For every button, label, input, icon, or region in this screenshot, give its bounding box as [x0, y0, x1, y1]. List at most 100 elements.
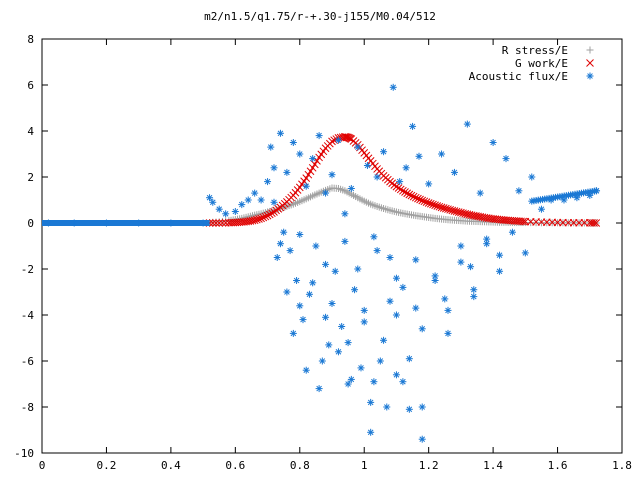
data-point: [360, 318, 368, 326]
y-tick-label: -2: [21, 263, 34, 276]
data-point: [318, 357, 326, 365]
data-point: [293, 277, 301, 284]
x-tick-label: 0.4: [161, 459, 181, 472]
data-point: [504, 216, 513, 225]
data-point: [409, 192, 418, 201]
data-point: [70, 219, 78, 227]
x-tick-label: 0: [39, 459, 46, 472]
data-point: [233, 218, 242, 227]
data-point: [246, 217, 255, 225]
x-tick-label: 0.2: [97, 459, 117, 472]
data-point: [309, 279, 317, 287]
data-point: [302, 366, 310, 374]
y-tick-label: -6: [21, 355, 34, 368]
data-point: [457, 242, 465, 250]
data-point: [376, 357, 384, 365]
data-point: [489, 139, 497, 146]
data-point: [296, 302, 304, 310]
data-point: [341, 210, 349, 218]
x-tick-label: 1.6: [548, 459, 568, 472]
data-point: [102, 219, 110, 227]
data-point: [418, 325, 426, 333]
data-point: [315, 132, 323, 140]
data-point: [313, 190, 321, 198]
data-point: [478, 213, 487, 222]
data-point: [483, 240, 491, 248]
data-point: [273, 254, 281, 261]
data-point: [319, 147, 328, 156]
y-tick-label: -8: [21, 401, 34, 414]
data-point: [325, 341, 333, 349]
data-point: [532, 219, 540, 227]
data-point: [515, 187, 523, 195]
data-point: [331, 267, 339, 275]
data-point: [452, 207, 461, 216]
x-tick-label: 1.4: [483, 459, 503, 472]
data-point: [332, 184, 340, 192]
data-point: [405, 190, 414, 199]
plot-frame: [41, 38, 623, 454]
data-point: [364, 154, 373, 163]
data-point: [401, 188, 409, 196]
data-point: [240, 217, 248, 226]
data-point: [431, 277, 439, 284]
data-point: [392, 311, 400, 319]
data-point: [315, 385, 323, 393]
data-point: [573, 194, 581, 202]
data-point: [265, 210, 274, 219]
data-point: [472, 212, 480, 220]
data-point: [392, 274, 400, 282]
data-point: [444, 306, 452, 314]
data-point: [296, 231, 304, 238]
data-point: [339, 186, 347, 194]
data-point: [325, 139, 334, 148]
data-point: [296, 150, 304, 158]
data-point: [457, 258, 465, 266]
data-point: [274, 205, 283, 213]
x-tick-label: 1.8: [612, 459, 632, 472]
data-point: [373, 173, 381, 181]
data-point: [293, 186, 302, 194]
data-point: [508, 228, 516, 236]
data-point: [409, 122, 417, 130]
data-point: [470, 293, 478, 301]
data-point: [444, 205, 452, 214]
data-point: [396, 185, 405, 194]
data-point: [328, 171, 336, 179]
data-point: [306, 167, 315, 176]
data-point: [167, 219, 175, 227]
data-point: [537, 205, 545, 213]
data-point: [267, 209, 276, 218]
data-point: [236, 215, 244, 223]
y-tick-label: 4: [27, 125, 34, 138]
data-point: [448, 206, 457, 215]
data-point: [399, 186, 407, 195]
data-point: [267, 143, 275, 151]
data-point: [414, 194, 422, 203]
data-point: [365, 199, 373, 207]
data-point: [264, 178, 272, 186]
data-point: [431, 272, 439, 280]
data-point: [135, 219, 143, 227]
data-point: [252, 215, 261, 224]
data-point: [476, 189, 484, 197]
data-point: [410, 211, 418, 219]
legend-label: Acoustic flux/E: [469, 70, 568, 83]
legend-marker: [586, 72, 594, 80]
data-point: [426, 199, 435, 208]
data-point: [403, 210, 411, 218]
data-point: [209, 198, 217, 206]
series-1: [205, 132, 601, 227]
data-point: [358, 196, 366, 204]
data-point: [222, 210, 230, 218]
data-point: [380, 336, 388, 344]
data-point: [304, 170, 313, 179]
data-point: [422, 198, 431, 207]
data-point: [351, 286, 359, 294]
data-point: [305, 290, 313, 298]
data-point: [418, 403, 426, 411]
data-point: [429, 200, 437, 209]
data-point: [392, 371, 400, 379]
